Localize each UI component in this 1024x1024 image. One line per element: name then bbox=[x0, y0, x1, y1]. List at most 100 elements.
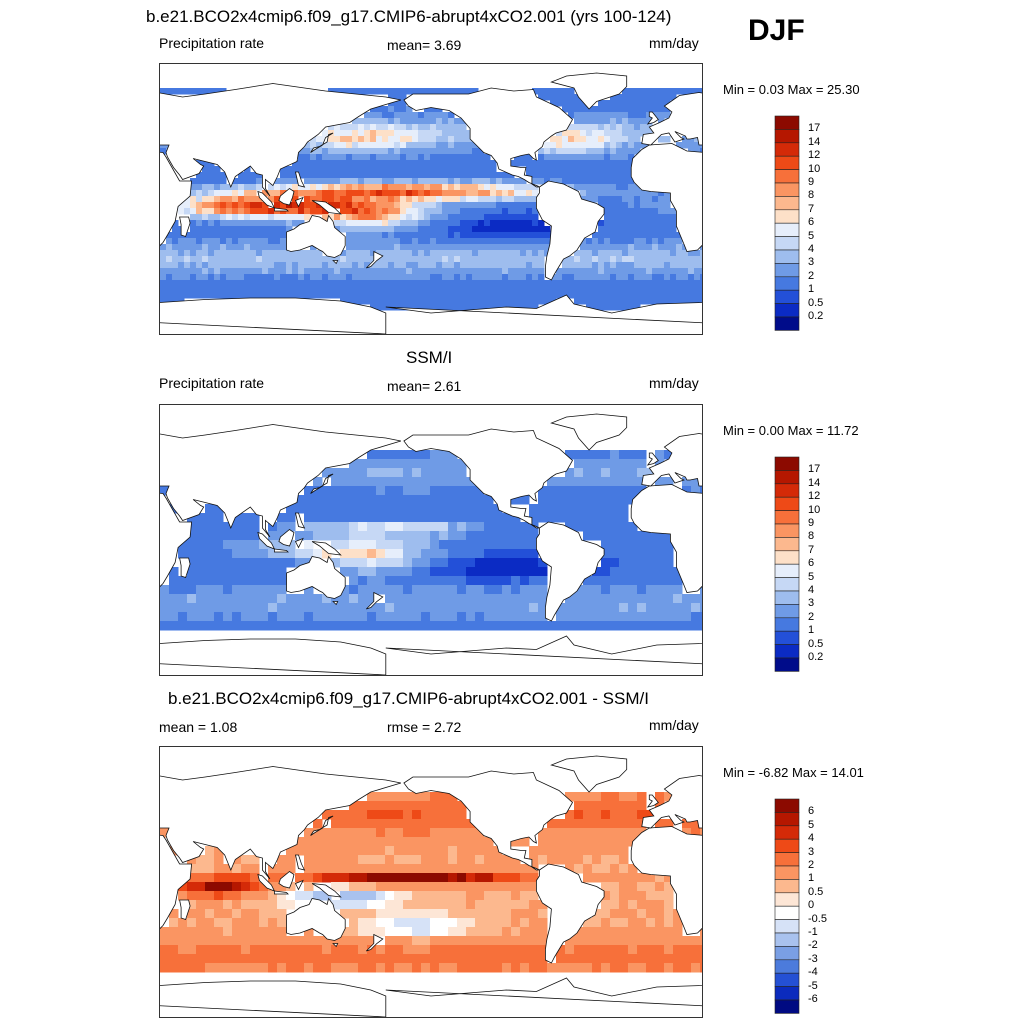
field-cell bbox=[412, 585, 422, 595]
field-cell bbox=[220, 286, 227, 293]
field-cell bbox=[403, 882, 413, 892]
field-cell bbox=[640, 244, 647, 251]
field-cell bbox=[496, 178, 503, 185]
field-cell bbox=[250, 891, 260, 901]
field-cell bbox=[496, 262, 503, 269]
field-cell bbox=[664, 100, 671, 107]
field-cell bbox=[574, 936, 584, 946]
field-cell bbox=[388, 178, 395, 185]
field-cell bbox=[364, 220, 371, 227]
field-cell bbox=[610, 106, 617, 113]
field-cell bbox=[310, 256, 317, 263]
field-cell bbox=[601, 873, 611, 883]
field-cell bbox=[352, 154, 359, 161]
field-cell bbox=[646, 621, 656, 631]
field-cell bbox=[586, 244, 593, 251]
field-cell bbox=[268, 900, 278, 910]
field-cell bbox=[562, 160, 569, 167]
colorbar-swatch bbox=[774, 456, 800, 471]
field-cell bbox=[367, 540, 377, 550]
field-cell bbox=[187, 963, 197, 973]
field-cell bbox=[514, 286, 521, 293]
field-cell bbox=[205, 945, 215, 955]
field-cell bbox=[274, 238, 281, 245]
field-cell bbox=[634, 280, 641, 287]
field-cell bbox=[466, 495, 476, 505]
field-cell bbox=[556, 154, 563, 161]
field-cell bbox=[160, 244, 167, 251]
field-cell bbox=[322, 945, 332, 955]
field-cell bbox=[259, 891, 269, 901]
field-cell bbox=[442, 298, 449, 305]
field-cell bbox=[619, 495, 629, 505]
field-cell bbox=[556, 178, 563, 185]
field-cell bbox=[592, 603, 602, 613]
field-cell bbox=[160, 298, 167, 305]
field-cell bbox=[502, 280, 509, 287]
field-cell bbox=[592, 118, 599, 125]
field-cell bbox=[367, 864, 377, 874]
field-cell bbox=[232, 202, 239, 209]
field-cell bbox=[466, 208, 473, 215]
field-cell bbox=[640, 238, 647, 245]
field-cell bbox=[688, 268, 695, 275]
field-cell bbox=[388, 154, 395, 161]
field-cell bbox=[619, 792, 629, 802]
field-cell bbox=[511, 927, 521, 937]
field-cell bbox=[313, 873, 323, 883]
field-cell bbox=[421, 963, 431, 973]
field-cell bbox=[412, 220, 419, 227]
field-cell bbox=[520, 226, 527, 233]
field-cell bbox=[568, 286, 575, 293]
field-cell bbox=[475, 603, 485, 613]
field-cell bbox=[322, 873, 332, 883]
field-cell bbox=[538, 594, 548, 604]
field-cell bbox=[691, 828, 701, 838]
field-cell bbox=[526, 214, 533, 221]
field-cell bbox=[439, 585, 449, 595]
field-cell bbox=[280, 166, 287, 173]
field-cell bbox=[658, 244, 665, 251]
field-cell bbox=[160, 927, 170, 937]
field-cell bbox=[322, 522, 332, 532]
field-cell bbox=[232, 612, 242, 622]
field-cell bbox=[568, 166, 575, 173]
field-cell bbox=[610, 244, 617, 251]
field-cell bbox=[664, 136, 671, 143]
field-cell bbox=[328, 124, 335, 131]
field-cell bbox=[682, 486, 692, 496]
field-cell bbox=[295, 873, 305, 883]
field-cell bbox=[196, 244, 203, 251]
field-cell bbox=[502, 274, 509, 281]
field-cell bbox=[370, 148, 377, 155]
field-cell bbox=[457, 837, 467, 847]
field-cell bbox=[544, 238, 551, 245]
field-cell bbox=[184, 262, 191, 269]
field-cell bbox=[454, 166, 461, 173]
coastline bbox=[294, 537, 304, 549]
field-cell bbox=[586, 136, 593, 143]
field-cell bbox=[349, 504, 359, 514]
field-cell bbox=[658, 94, 665, 101]
field-cell bbox=[394, 148, 401, 155]
field-cell bbox=[439, 504, 449, 514]
field-cell bbox=[178, 244, 185, 251]
field-cell bbox=[442, 136, 449, 143]
field-cell bbox=[370, 304, 377, 311]
field-cell bbox=[574, 522, 584, 532]
field-cell bbox=[244, 172, 251, 179]
field-cell bbox=[232, 513, 242, 523]
field-cell bbox=[466, 522, 476, 532]
field-cell bbox=[655, 891, 665, 901]
field-cell bbox=[250, 238, 257, 245]
field-cell bbox=[268, 208, 275, 215]
field-cell bbox=[418, 118, 425, 125]
field-cell bbox=[565, 477, 575, 487]
field-cell bbox=[490, 298, 497, 305]
field-cell bbox=[493, 945, 503, 955]
field-cell bbox=[634, 304, 641, 311]
field-cell bbox=[700, 148, 702, 155]
field-cell bbox=[412, 118, 419, 125]
field-cell bbox=[646, 567, 656, 577]
field-cell bbox=[274, 190, 281, 197]
